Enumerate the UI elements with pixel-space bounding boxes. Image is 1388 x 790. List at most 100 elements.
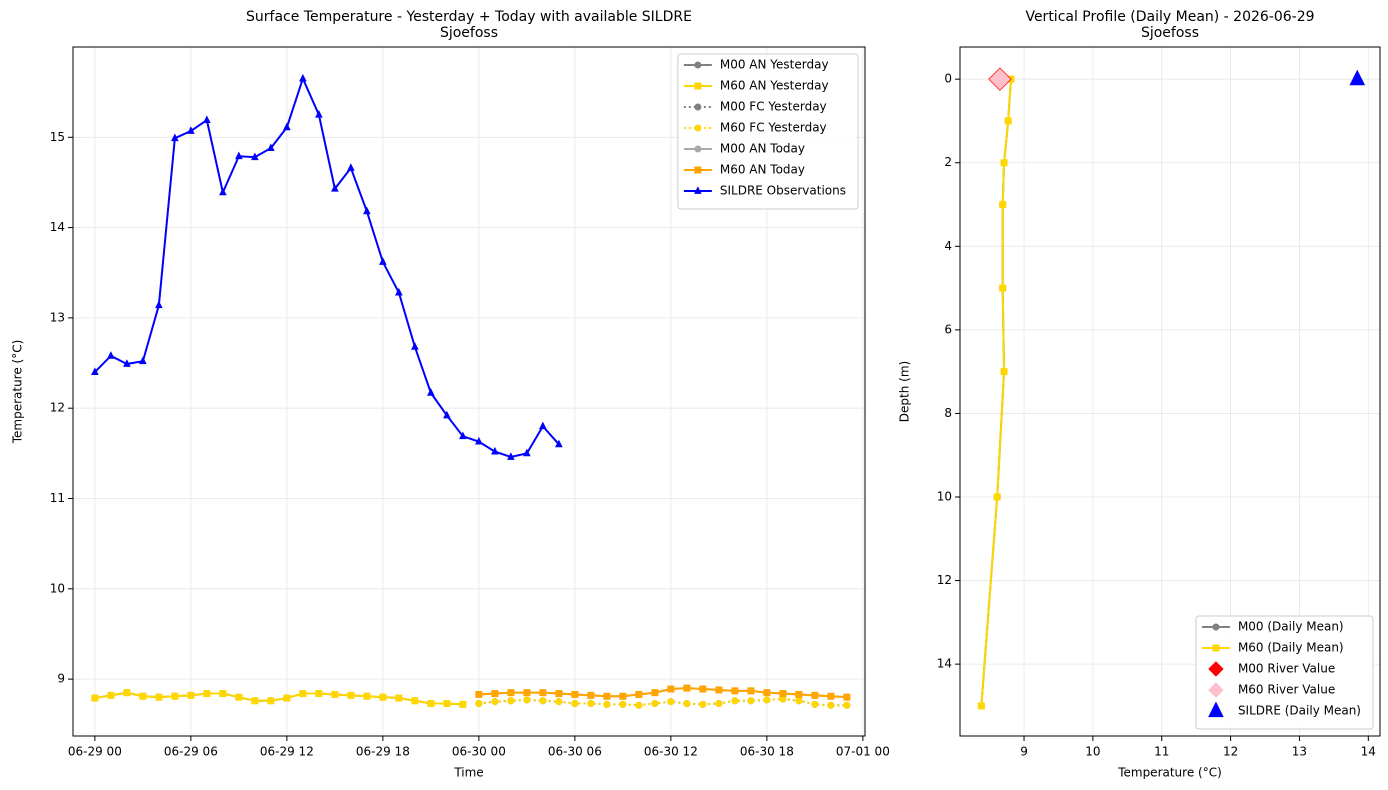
legend-label: SILDRE (Daily Mean) bbox=[1238, 704, 1361, 718]
y-tick-label: 2 bbox=[944, 155, 952, 169]
data-point bbox=[651, 689, 659, 697]
y-tick-label: 12 bbox=[50, 401, 65, 415]
data-point bbox=[187, 126, 195, 134]
series-layer bbox=[977, 67, 1366, 710]
y-tick-label: 4 bbox=[944, 239, 952, 253]
y-tick-label: 14 bbox=[50, 220, 65, 234]
series-layer bbox=[91, 73, 851, 709]
data-point bbox=[779, 690, 787, 698]
data-point bbox=[811, 700, 819, 708]
y-tick-label: 0 bbox=[944, 72, 952, 86]
series-line bbox=[94, 75, 560, 459]
series-line bbox=[478, 687, 847, 699]
data-point bbox=[977, 702, 985, 710]
x-tick-label: 06-29 06 bbox=[164, 745, 218, 759]
legend-label: SILDRE Observations bbox=[720, 184, 846, 198]
data-point bbox=[507, 452, 515, 460]
legend-label: M00 River Value bbox=[1238, 662, 1335, 676]
legend-label: M60 FC Yesterday bbox=[720, 121, 827, 135]
data-point bbox=[731, 697, 739, 705]
axes-frame bbox=[72, 46, 866, 737]
data-point bbox=[235, 693, 243, 701]
legend-label: M00 AN Today bbox=[720, 142, 805, 156]
legend-marker bbox=[694, 103, 702, 111]
legend-marker bbox=[1208, 701, 1224, 718]
data-point bbox=[155, 693, 163, 701]
data-point bbox=[299, 73, 307, 82]
data-point bbox=[235, 151, 243, 160]
data-point bbox=[603, 692, 611, 700]
y-tick-label: 6 bbox=[944, 322, 952, 336]
data-point bbox=[139, 356, 147, 365]
data-point bbox=[539, 689, 547, 697]
x-tick-label: 9 bbox=[1020, 745, 1028, 759]
data-point bbox=[139, 692, 147, 700]
legend-marker bbox=[694, 166, 702, 174]
data-point bbox=[459, 431, 467, 440]
data-point bbox=[795, 697, 803, 705]
data-point bbox=[491, 698, 499, 706]
data-point bbox=[763, 696, 771, 704]
data-point bbox=[571, 690, 579, 698]
x-tick-label: 13 bbox=[1292, 745, 1307, 759]
data-point bbox=[523, 689, 531, 697]
data-point bbox=[999, 201, 1007, 209]
data-point bbox=[475, 690, 483, 698]
data-point bbox=[331, 690, 339, 698]
y-tick-label: 15 bbox=[50, 130, 65, 144]
data-point bbox=[491, 446, 499, 455]
data-point bbox=[715, 699, 723, 707]
plot: 06-29 00 06-29 06 06-29 12 06-29 18 06-30 00… bbox=[11, 9, 890, 780]
data-point bbox=[699, 685, 707, 693]
data-point bbox=[443, 699, 451, 707]
data-point bbox=[619, 700, 627, 708]
data-point bbox=[539, 697, 547, 705]
x-tick-label: 12 bbox=[1223, 745, 1238, 759]
legend-label: M60 River Value bbox=[1238, 683, 1335, 697]
data-point bbox=[363, 692, 371, 700]
legend-label: M00 AN Yesterday bbox=[720, 58, 829, 72]
data-point bbox=[251, 152, 259, 161]
data-point bbox=[411, 342, 419, 350]
data-point bbox=[651, 699, 659, 707]
data-point bbox=[427, 388, 435, 396]
data-point bbox=[123, 689, 131, 697]
x-tick-label: 06-29 18 bbox=[356, 745, 410, 759]
data-point bbox=[267, 143, 275, 152]
data-point bbox=[427, 699, 435, 707]
legend-label: M00 (Daily Mean) bbox=[1238, 620, 1344, 634]
data-point bbox=[795, 690, 803, 698]
data-point bbox=[683, 684, 691, 692]
y-tick-label: 8 bbox=[944, 406, 952, 420]
data-point bbox=[379, 693, 387, 701]
data-point bbox=[587, 699, 595, 707]
y-tick-label: 9 bbox=[57, 672, 65, 686]
legend-marker bbox=[1212, 644, 1220, 652]
data-point bbox=[747, 697, 755, 705]
x-tick-label: 06-29 00 bbox=[68, 745, 122, 759]
chart-subtitle: Sjoefoss bbox=[1141, 25, 1199, 41]
data-point bbox=[107, 691, 115, 699]
data-point bbox=[315, 110, 323, 118]
y-tick-label: 10 bbox=[50, 581, 65, 595]
x-axis-label: Temperature (°C) bbox=[1117, 766, 1222, 780]
x-tick-label: 10 bbox=[1085, 745, 1100, 759]
y-axis-label: Depth (m) bbox=[898, 361, 912, 422]
data-point bbox=[827, 692, 835, 700]
data-point bbox=[999, 284, 1007, 292]
legend-marker bbox=[694, 124, 702, 132]
data-point bbox=[331, 184, 339, 192]
data-point bbox=[715, 686, 723, 694]
legend: M00 AN Yesterday M60 AN Yesterday M00 FC Y… bbox=[677, 53, 859, 210]
data-point bbox=[171, 133, 179, 142]
x-tick-label: 06-30 12 bbox=[644, 745, 698, 759]
data-point bbox=[603, 700, 611, 708]
legend-marker bbox=[694, 61, 702, 69]
data-point bbox=[347, 691, 355, 699]
data-point bbox=[283, 122, 291, 131]
legend-box bbox=[1195, 615, 1374, 730]
legend-marker bbox=[694, 82, 702, 90]
data-point bbox=[555, 690, 563, 698]
legend-marker bbox=[1208, 682, 1224, 698]
